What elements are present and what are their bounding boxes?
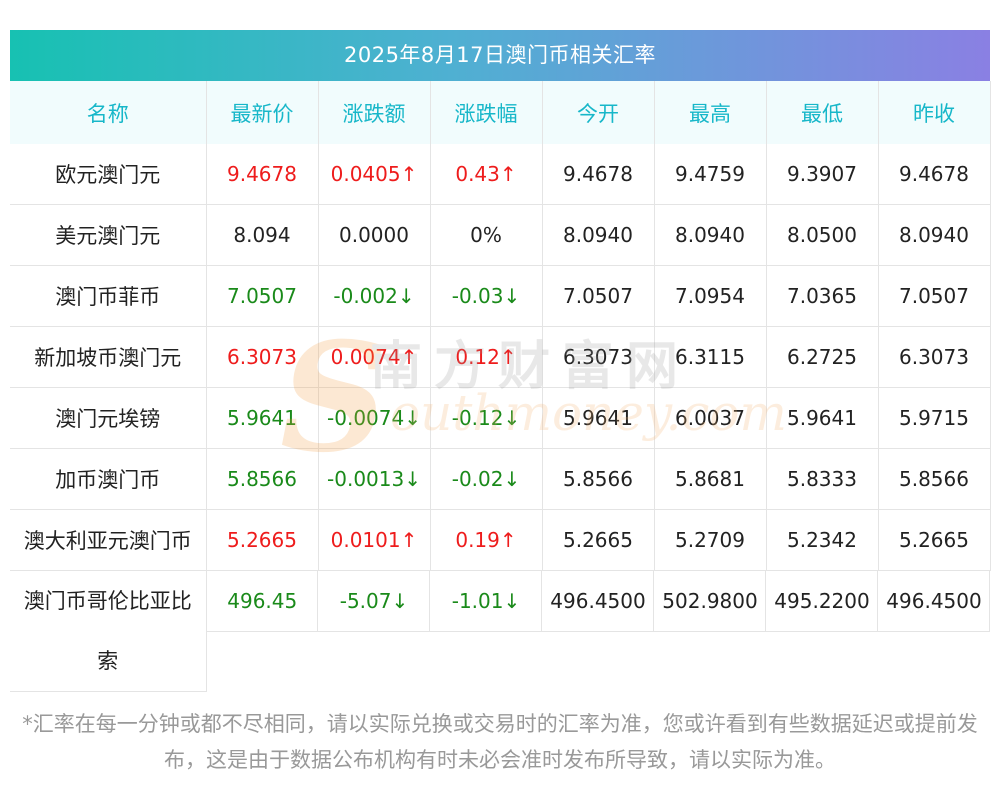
cell-prev: 6.3073 <box>878 326 991 388</box>
cell-name: 欧元澳门元 <box>10 144 207 205</box>
cell-name: 新加坡币澳门元 <box>10 326 207 388</box>
header-low: 最低 <box>766 81 879 144</box>
cell-latest: 5.9641 <box>206 387 319 449</box>
cell-high: 9.4759 <box>654 144 767 205</box>
cell-high: 502.9800 <box>654 570 766 692</box>
cell-high: 5.8681 <box>654 448 767 510</box>
header-prev: 昨收 <box>878 81 991 144</box>
cell-high: 7.0954 <box>654 265 767 327</box>
cell-pct: -0.03↓ <box>430 265 543 327</box>
cell-pct: 0.12↑ <box>430 326 543 388</box>
cell-latest: 7.0507 <box>206 265 319 327</box>
cell-low: 5.8333 <box>766 448 879 510</box>
cell-change: 0.0101↑ <box>318 509 431 571</box>
cell-high: 6.3115 <box>654 326 767 388</box>
cell-low: 8.0500 <box>766 204 879 266</box>
cell-prev: 9.4678 <box>878 144 991 205</box>
cell-open: 6.3073 <box>542 326 655 388</box>
header-row: 名称 最新价 涨跌额 涨跌幅 今开 最高 最低 昨收 <box>10 81 991 144</box>
cell-pct: -0.12↓ <box>430 387 543 449</box>
cell-prev: 8.0940 <box>878 204 991 266</box>
cell-pct: 0.43↑ <box>430 144 543 205</box>
table-row: 澳门币哥伦比亚比索 496.45 -5.07↓ -1.01↓ 496.4500 502.9… <box>10 570 990 692</box>
cell-open: 7.0507 <box>542 265 655 327</box>
table-row: 加币澳门币 5.8566 -0.0013↓ -0.02↓ 5.8566 5.8681 5.8… <box>10 448 991 510</box>
cell-change: 0.0000 <box>318 204 431 266</box>
cell-name: 澳门元埃镑 <box>10 387 207 449</box>
cell-pct: 0% <box>430 204 543 266</box>
cell-prev: 7.0507 <box>878 265 991 327</box>
table-row: 新加坡币澳门元 6.3073 0.0074↑ 0.12↑ 6.3073 6.3115 6.2… <box>10 326 991 388</box>
table-title: 2025年8月17日澳门币相关汇率 <box>10 30 990 81</box>
cell-pct: -0.02↓ <box>430 448 543 510</box>
cell-low: 7.0365 <box>766 265 879 327</box>
cell-open: 8.0940 <box>542 204 655 266</box>
header-pct: 涨跌幅 <box>430 81 543 144</box>
cell-low: 6.2725 <box>766 326 879 388</box>
cell-latest: 8.094 <box>206 204 319 266</box>
cell-change: 0.0405↑ <box>318 144 431 205</box>
cell-prev: 5.9715 <box>878 387 991 449</box>
cell-latest: 5.2665 <box>206 509 319 571</box>
cell-name: 美元澳门元 <box>10 204 207 266</box>
cell-latest: 6.3073 <box>206 326 319 388</box>
header-open: 今开 <box>542 81 655 144</box>
cell-change: -5.07↓ <box>318 570 430 692</box>
cell-low: 5.9641 <box>766 387 879 449</box>
cell-prev: 5.8566 <box>878 448 991 510</box>
cell-latest: 9.4678 <box>206 144 319 205</box>
cell-change: -0.0013↓ <box>318 448 431 510</box>
cell-change: -0.0074↓ <box>318 387 431 449</box>
table-row: 澳门元埃镑 5.9641 -0.0074↓ -0.12↓ 5.9641 6.0037 5.9… <box>10 387 991 449</box>
header-name: 名称 <box>10 81 207 144</box>
cell-pct: 0.19↑ <box>430 509 543 571</box>
cell-prev: 496.4500 <box>878 570 990 692</box>
cell-name: 加币澳门币 <box>10 448 207 510</box>
cell-high: 8.0940 <box>654 204 767 266</box>
cell-name: 澳大利亚元澳门币 <box>10 509 207 571</box>
table-row: 欧元澳门元 9.4678 0.0405↑ 0.43↑ 9.4678 9.4759 9.390… <box>10 144 991 205</box>
header-high: 最高 <box>654 81 767 144</box>
rate-table-container: 2025年8月17日澳门币相关汇率 名称 最新价 涨跌额 涨跌幅 今开 最高 最… <box>10 30 991 692</box>
cell-open: 496.4500 <box>542 570 654 692</box>
cell-low: 5.2342 <box>766 509 879 571</box>
cell-name: 澳门币菲币 <box>10 265 207 327</box>
cell-open: 5.2665 <box>542 509 655 571</box>
table-row: 美元澳门元 8.094 0.0000 0% 8.0940 8.0940 8.0500 8.09… <box>10 204 991 266</box>
cell-latest: 5.8566 <box>206 448 319 510</box>
cell-low: 495.2200 <box>766 570 878 692</box>
rate-table: 名称 最新价 涨跌额 涨跌幅 今开 最高 最低 昨收 欧元澳门元 9.4678 0.… <box>10 81 991 692</box>
table-row: 澳门币菲币 7.0507 -0.002↓ -0.03↓ 7.0507 7.0954 7.03… <box>10 265 991 327</box>
cell-change: -0.002↓ <box>318 265 431 327</box>
table-row: 澳大利亚元澳门币 5.2665 0.0101↑ 0.19↑ 5.2665 5.2709 5.… <box>10 509 991 571</box>
header-latest: 最新价 <box>206 81 319 144</box>
cell-latest: 496.45 <box>206 570 318 692</box>
cell-change: 0.0074↑ <box>318 326 431 388</box>
cell-high: 6.0037 <box>654 387 767 449</box>
cell-prev: 5.2665 <box>878 509 991 571</box>
cell-open: 9.4678 <box>542 144 655 205</box>
cell-name: 澳门币哥伦比亚比索 <box>10 570 207 692</box>
header-change: 涨跌额 <box>318 81 431 144</box>
cell-high: 5.2709 <box>654 509 767 571</box>
cell-open: 5.9641 <box>542 387 655 449</box>
cell-open: 5.8566 <box>542 448 655 510</box>
cell-low: 9.3907 <box>766 144 879 205</box>
cell-pct: -1.01↓ <box>430 570 542 692</box>
disclaimer-footnote: *汇率在每一分钟或都不尽相同，请以实际兑换或交易时的汇率为准，您或许看到有些数据… <box>22 712 978 772</box>
